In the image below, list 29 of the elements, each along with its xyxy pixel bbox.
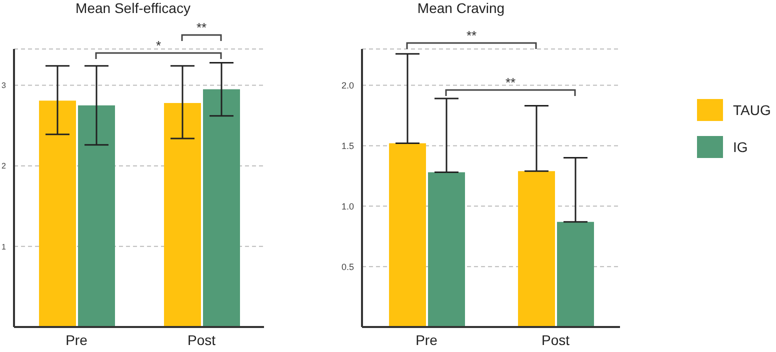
- x-tick-label: Pre: [66, 332, 88, 348]
- y-tick-label: 1: [2, 242, 7, 252]
- significance-bracket: **: [445, 75, 576, 96]
- bar: [78, 105, 115, 327]
- significance-bracket: *: [95, 38, 222, 59]
- bar: [428, 172, 465, 327]
- y-tick-label: 2.0: [341, 80, 354, 90]
- y-tick-label: 2: [2, 162, 7, 171]
- chart-title: Mean Self-efficacy: [74, 0, 192, 16]
- annotation: **: [505, 75, 516, 90]
- x-tick-label: Post: [187, 332, 216, 348]
- annotation: *: [156, 38, 162, 53]
- significance-bracket: **: [406, 28, 537, 49]
- bar: [203, 89, 240, 327]
- bar: [389, 143, 426, 327]
- y-tick-label: 0.5: [341, 262, 354, 272]
- bar: [557, 222, 594, 327]
- chart-title: Mean Craving: [416, 0, 506, 16]
- bar: [164, 102, 201, 327]
- y-tick-label: 1.0: [341, 201, 354, 212]
- bar: [39, 100, 76, 327]
- bar: [518, 171, 555, 327]
- legend-label: IG: [733, 138, 748, 154]
- x-tick-label: Pre: [416, 332, 438, 348]
- legend-label: TAUG: [733, 102, 771, 118]
- significance-bracket: **: [181, 20, 222, 41]
- y-tick-label: 3: [2, 81, 7, 90]
- y-tick-label: 1.5: [341, 140, 354, 151]
- x-tick-label: Post: [541, 332, 570, 348]
